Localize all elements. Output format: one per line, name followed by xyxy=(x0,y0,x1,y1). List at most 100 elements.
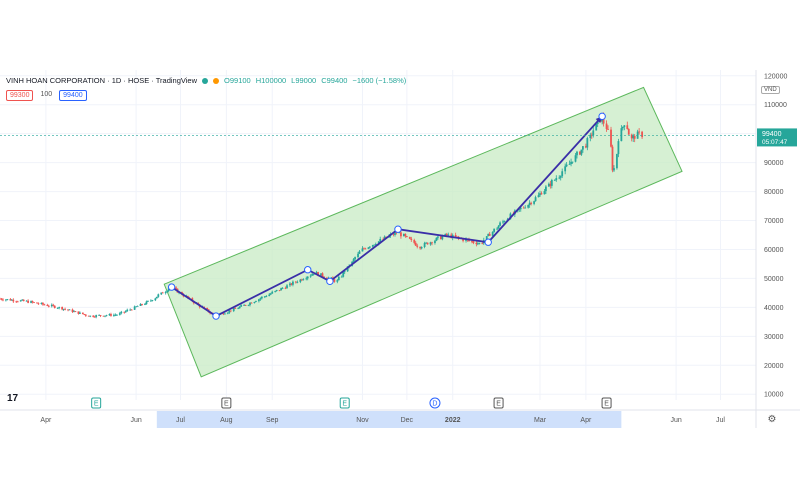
candle-body xyxy=(84,314,87,316)
candle-body xyxy=(559,176,562,178)
candle-body xyxy=(343,271,346,273)
earnings-marker[interactable] xyxy=(601,397,612,409)
candle-body xyxy=(357,253,359,258)
earnings-marker[interactable] xyxy=(339,397,350,409)
candle-body xyxy=(274,290,277,292)
candle-body xyxy=(445,233,448,236)
candle-body xyxy=(317,272,319,276)
candle-body xyxy=(620,128,623,142)
chart-legend: VINH HOAN CORPORATION · 1D · HOSE · Trad… xyxy=(6,76,406,85)
earnings-marker[interactable] xyxy=(493,397,504,409)
candle-body xyxy=(487,233,490,237)
candle-body xyxy=(161,292,164,294)
zigzag-node[interactable] xyxy=(484,238,492,246)
candle-body xyxy=(497,225,500,229)
candle-body xyxy=(547,183,550,187)
candle-body xyxy=(561,171,564,177)
zigzag-node[interactable] xyxy=(394,225,402,233)
zigzag-node[interactable] xyxy=(598,112,606,121)
candle-body xyxy=(160,292,163,295)
last-price-countdown: 05:07:47 xyxy=(762,139,788,146)
dividend-marker[interactable] xyxy=(429,397,441,409)
candle-body xyxy=(265,296,268,297)
candle-body xyxy=(113,314,115,316)
earnings-marker[interactable] xyxy=(221,397,232,409)
candle-body xyxy=(333,279,336,282)
candle-body xyxy=(481,243,484,244)
candle-body xyxy=(342,272,345,277)
candle-body xyxy=(373,244,376,246)
candle-body xyxy=(255,301,257,302)
candle-body xyxy=(611,146,614,171)
candle-body xyxy=(42,302,44,305)
candle-body xyxy=(258,299,260,302)
candle-body xyxy=(155,296,158,299)
candle-body xyxy=(454,234,457,237)
candle-body xyxy=(626,125,629,129)
candle-body xyxy=(385,236,388,238)
candle-body xyxy=(595,124,598,131)
chart-area[interactable]: 10000 20000 30000 40000 50000 60000 70000 80000… xyxy=(0,70,800,428)
zigzag-node[interactable] xyxy=(304,266,312,274)
candle-body xyxy=(621,126,624,129)
candle-body xyxy=(478,243,481,244)
candle-body xyxy=(605,123,608,129)
candle-body xyxy=(292,281,294,285)
candle-body xyxy=(545,186,547,192)
candle-body xyxy=(19,300,22,302)
candle-body xyxy=(300,279,303,281)
sell-button[interactable]: 99300 xyxy=(6,90,34,101)
candle-body xyxy=(555,178,558,180)
quantity-field[interactable]: 100 xyxy=(40,91,53,98)
candle-body xyxy=(95,315,98,317)
candle-body xyxy=(493,228,496,232)
candle-body xyxy=(40,302,43,304)
candle-body xyxy=(476,243,479,245)
candle-body xyxy=(565,164,568,167)
candle-body xyxy=(630,134,633,139)
ohlc-low: L99000 xyxy=(291,76,317,85)
price-tick-label: 50000 xyxy=(764,276,784,283)
candle-body xyxy=(43,304,46,306)
candle-body xyxy=(31,301,34,303)
candle-body xyxy=(92,315,95,317)
candle-body xyxy=(16,301,19,303)
candle-body xyxy=(71,309,74,312)
zigzag-node[interactable] xyxy=(326,277,334,286)
candle-body xyxy=(289,283,291,286)
candle-body xyxy=(62,308,65,310)
candle-body xyxy=(105,315,108,317)
candle-body xyxy=(37,303,40,305)
time-tick-label: Jun xyxy=(130,417,141,424)
candle-body xyxy=(136,305,139,307)
buy-button[interactable]: 99400 xyxy=(59,90,87,101)
candle-body xyxy=(398,232,401,234)
currency-selector[interactable]: VND xyxy=(761,86,780,94)
ohlc-change: −1600 (−1.58%) xyxy=(352,76,407,85)
candle-body xyxy=(502,221,504,223)
candle-body xyxy=(22,299,25,302)
candle-body xyxy=(337,276,340,281)
candle-body xyxy=(135,306,138,308)
candle-body xyxy=(568,163,571,165)
candle-body xyxy=(139,303,142,306)
candle-body xyxy=(633,135,636,139)
zigzag-node[interactable] xyxy=(212,312,220,320)
symbol-title: VINH HOAN CORPORATION · 1D · HOSE · Trad… xyxy=(6,76,198,85)
candle-body xyxy=(296,281,299,283)
candle-body xyxy=(404,233,407,237)
candle-body xyxy=(530,202,533,204)
candle-body xyxy=(444,233,447,237)
candle-body xyxy=(579,151,581,155)
candle-body xyxy=(118,313,121,315)
candle-body xyxy=(275,289,278,291)
candle-body xyxy=(12,299,15,302)
candle-body xyxy=(340,276,343,278)
candle-body xyxy=(367,247,370,249)
earnings-marker[interactable] xyxy=(91,397,102,409)
gear-icon[interactable]: ⚙ xyxy=(768,414,777,425)
zigzag-node[interactable] xyxy=(167,283,176,291)
price-chart[interactable]: 10000 20000 30000 40000 50000 60000 70000 80000… xyxy=(0,70,800,428)
candle-body xyxy=(496,228,498,230)
candle-body xyxy=(488,233,491,236)
